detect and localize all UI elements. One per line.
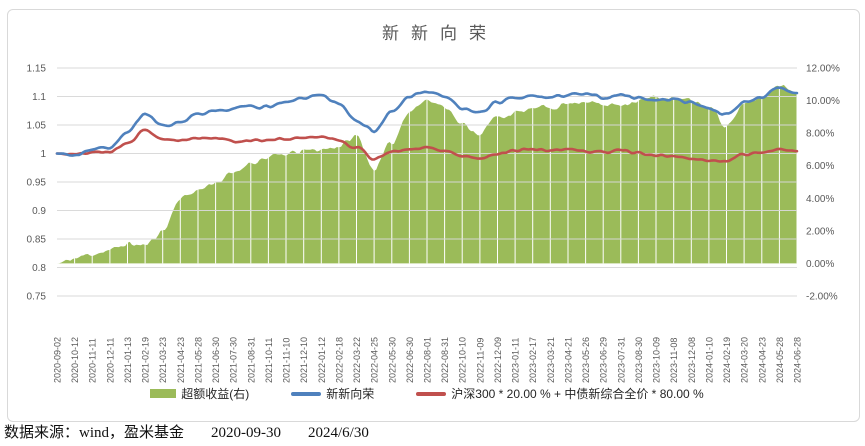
x-tick-label: 2022-08-01 xyxy=(423,337,433,383)
left-axis-label: 1 xyxy=(40,149,46,160)
right-axis-label: 10.00% xyxy=(806,96,840,107)
x-tick-label: 2021-10-11 xyxy=(264,338,274,383)
x-tick-label: 2022-11-09 xyxy=(475,338,485,383)
left-axis-label: 1.15 xyxy=(27,64,47,75)
x-tick-label: 2022-10-10 xyxy=(458,337,468,383)
right-axis-label: 2.00% xyxy=(806,226,834,237)
vertical-month-gridlines xyxy=(74,68,798,264)
x-tick-label: 2023-01-11 xyxy=(511,338,521,383)
x-tick-label: 2021-07-30 xyxy=(229,337,239,383)
x-tick-label: 2024-04-23 xyxy=(757,337,767,383)
left-axis-tick-labels: 1.15 1.1 1.05 1 0.95 0.9 0.85 0.8 0.75 xyxy=(27,64,47,303)
x-tick-label: 2023-02-17 xyxy=(528,337,538,383)
data-source-text: 数据来源：wind，盈米基金 xyxy=(4,425,185,441)
legend-label-fund: 新新向荣 xyxy=(326,387,375,401)
x-tick-label: 2023-06-29 xyxy=(599,337,609,383)
x-tick-label: 2021-04-23 xyxy=(176,337,186,383)
x-tick-label: 2023-03-21 xyxy=(546,337,556,383)
x-tick-label: 2024-06-28 xyxy=(793,337,803,383)
x-tick-label: 2021-11-10 xyxy=(282,338,292,383)
x-tick-label: 2024-01-10 xyxy=(704,337,714,383)
x-tick-label: 2020-09-02 xyxy=(53,337,63,383)
x-tick-label: 2022-01-12 xyxy=(317,337,327,383)
x-tick-label: 2020-10-12 xyxy=(70,337,80,383)
x-tick-label: 2021-08-31 xyxy=(246,337,256,383)
right-axis-label: 0.00% xyxy=(806,259,834,270)
x-tick-label: 2021-06-30 xyxy=(211,337,221,383)
x-tick-label: 2023-08-30 xyxy=(634,337,644,383)
left-axis-label: 0.85 xyxy=(27,235,47,246)
left-axis-label: 0.95 xyxy=(27,178,47,189)
left-axis-label: 1.05 xyxy=(27,121,47,132)
left-axis-label: 1.1 xyxy=(32,92,46,103)
x-tick-label: 2021-12-10 xyxy=(299,337,309,383)
x-tick-label: 2024-03-20 xyxy=(740,337,750,383)
report-start-date: 2020-09-30 xyxy=(211,425,282,441)
x-tick-label: 2023-11-08 xyxy=(669,338,679,383)
legend-item-excess-return: 超额收益(右) xyxy=(150,385,249,402)
left-axis-label: 0.8 xyxy=(32,263,46,274)
x-tick-label: 2022-12-09 xyxy=(493,337,503,383)
legend-item-benchmark: 沪深300 * 20.00 % + 中债新综合全价 * 80.00 % xyxy=(416,385,704,402)
x-tick-label: 2022-05-30 xyxy=(387,337,397,383)
x-tick-label: 2021-01-13 xyxy=(123,337,133,383)
x-tick-label: 2023-10-09 xyxy=(652,337,662,383)
chart-footer: 数据来源：wind，盈米基金 2020-09-30 2024/6/30 xyxy=(4,421,396,442)
right-axis-label: -2.00% xyxy=(806,292,838,303)
x-tick-label: 2021-03-23 xyxy=(158,337,168,383)
x-tick-label: 2023-05-26 xyxy=(581,337,591,383)
legend-label-benchmark: 沪深300 * 20.00 % + 中债新综合全价 * 80.00 % xyxy=(451,387,704,401)
right-axis-tick-labels: 12.00% 10.00% 8.00% 6.00% 4.00% 2.00% 0.00% -2.… xyxy=(806,64,840,303)
x-tick-label: 2022-04-25 xyxy=(370,337,380,383)
x-tick-label: 2020-11-11 xyxy=(88,338,98,383)
x-tick-label: 2022-03-22 xyxy=(352,337,362,383)
benchmark-line-swatch xyxy=(416,391,447,396)
right-axis-label: 12.00% xyxy=(806,64,840,75)
legend-label-excess-return: 超额收益(右) xyxy=(181,387,250,401)
report-end-date: 2024/6/30 xyxy=(308,425,369,441)
right-axis-label: 4.00% xyxy=(806,194,834,205)
x-tick-label: 2020-12-11 xyxy=(105,338,115,383)
x-tick-label: 2024-05-28 xyxy=(775,337,785,383)
fund-nav-line xyxy=(55,86,799,157)
excess-return-area-swatch xyxy=(150,389,177,398)
left-axis-label: 0.75 xyxy=(27,292,47,303)
right-axis-label: 6.00% xyxy=(806,161,834,172)
chart-title: 新新向荣 xyxy=(382,24,498,43)
chart-legend: 超额收益(右) 新新向荣 沪深300 * 20.00 % + 中债新综合全价 *… xyxy=(57,385,797,402)
x-axis-tick-labels: 2020-09-02 2020-10-12 2020-11-11 2020-12-11… xyxy=(53,337,803,383)
horizontal-gridlines xyxy=(57,67,797,297)
legend-item-fund: 新新向荣 xyxy=(291,385,374,402)
right-axis-label: 8.00% xyxy=(806,129,834,140)
x-tick-label: 2023-07-31 xyxy=(616,337,626,383)
x-tick-label: 2023-04-21 xyxy=(564,337,574,383)
x-tick-label: 2022-02-18 xyxy=(334,337,344,383)
x-tick-label: 2021-05-28 xyxy=(194,337,204,383)
x-tick-label: 2024-02-19 xyxy=(722,337,732,383)
x-tick-label: 2022-06-30 xyxy=(405,337,415,383)
benchmark-line xyxy=(55,128,799,163)
x-tick-label: 2023-12-08 xyxy=(687,337,697,383)
left-axis-label: 0.9 xyxy=(32,206,46,217)
x-tick-label: 2021-02-19 xyxy=(141,337,151,383)
fund-line-swatch xyxy=(291,391,322,396)
x-tick-label: 2022-08-31 xyxy=(440,337,450,383)
